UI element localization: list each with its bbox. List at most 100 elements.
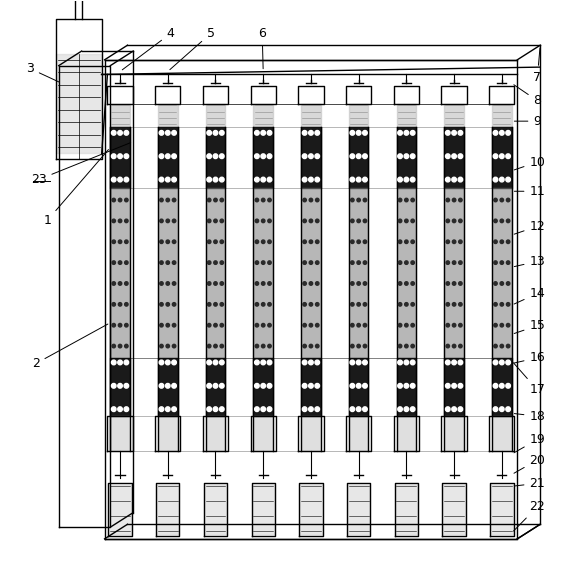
Circle shape <box>268 282 271 285</box>
Circle shape <box>124 383 128 388</box>
Circle shape <box>350 130 355 135</box>
Circle shape <box>220 323 223 327</box>
Circle shape <box>411 302 414 306</box>
Text: 10: 10 <box>514 156 545 170</box>
Text: 12: 12 <box>514 220 545 234</box>
Circle shape <box>410 383 415 388</box>
Circle shape <box>124 345 128 348</box>
Circle shape <box>118 261 122 264</box>
Circle shape <box>357 302 361 306</box>
Circle shape <box>166 261 169 264</box>
Circle shape <box>506 240 510 244</box>
Circle shape <box>398 154 403 158</box>
Circle shape <box>506 282 510 285</box>
Circle shape <box>261 360 266 365</box>
Circle shape <box>267 360 272 365</box>
Circle shape <box>411 219 414 222</box>
Circle shape <box>316 282 319 285</box>
Circle shape <box>357 407 361 411</box>
Circle shape <box>350 383 355 388</box>
Circle shape <box>410 407 415 411</box>
Circle shape <box>452 282 456 285</box>
Circle shape <box>214 198 217 202</box>
Circle shape <box>499 407 504 411</box>
Circle shape <box>452 240 456 244</box>
Circle shape <box>493 130 498 135</box>
Text: 15: 15 <box>514 319 545 333</box>
Text: 18: 18 <box>514 410 545 423</box>
Circle shape <box>458 360 463 365</box>
Circle shape <box>172 323 176 327</box>
Circle shape <box>219 154 224 158</box>
Circle shape <box>405 282 408 285</box>
Circle shape <box>207 383 211 388</box>
Circle shape <box>302 383 307 388</box>
Circle shape <box>404 154 408 158</box>
Circle shape <box>506 198 510 202</box>
Circle shape <box>112 198 115 202</box>
Circle shape <box>500 240 503 244</box>
Circle shape <box>398 130 403 135</box>
Circle shape <box>166 198 169 202</box>
Circle shape <box>268 261 271 264</box>
Circle shape <box>160 219 163 222</box>
Circle shape <box>363 282 367 285</box>
Circle shape <box>458 345 462 348</box>
Circle shape <box>446 302 449 306</box>
Circle shape <box>112 345 115 348</box>
Circle shape <box>405 198 408 202</box>
Text: 8: 8 <box>514 85 541 107</box>
Circle shape <box>357 360 361 365</box>
Circle shape <box>118 198 122 202</box>
Circle shape <box>219 383 224 388</box>
Circle shape <box>160 261 163 264</box>
Circle shape <box>112 240 115 244</box>
Circle shape <box>445 154 450 158</box>
Circle shape <box>112 302 115 306</box>
Circle shape <box>309 345 313 348</box>
Circle shape <box>351 302 354 306</box>
Circle shape <box>499 177 504 182</box>
Circle shape <box>255 323 259 327</box>
Circle shape <box>458 323 462 327</box>
Circle shape <box>118 240 122 244</box>
Circle shape <box>357 261 361 264</box>
Circle shape <box>267 177 272 182</box>
Circle shape <box>118 383 122 388</box>
Circle shape <box>399 282 402 285</box>
Circle shape <box>309 240 313 244</box>
Text: 4: 4 <box>122 27 175 70</box>
Circle shape <box>411 240 414 244</box>
Circle shape <box>159 130 164 135</box>
Circle shape <box>452 407 456 411</box>
Circle shape <box>213 407 218 411</box>
Circle shape <box>458 198 462 202</box>
Circle shape <box>452 154 456 158</box>
Circle shape <box>160 240 163 244</box>
Circle shape <box>214 219 217 222</box>
Circle shape <box>160 282 163 285</box>
Circle shape <box>316 198 319 202</box>
Circle shape <box>357 282 361 285</box>
Circle shape <box>124 302 128 306</box>
Circle shape <box>172 219 176 222</box>
Circle shape <box>220 302 223 306</box>
Circle shape <box>302 407 307 411</box>
Circle shape <box>124 282 128 285</box>
Circle shape <box>500 345 503 348</box>
Text: 16: 16 <box>514 351 545 365</box>
Circle shape <box>410 177 415 182</box>
Circle shape <box>124 407 128 411</box>
Circle shape <box>214 282 217 285</box>
Circle shape <box>207 130 211 135</box>
Circle shape <box>404 383 408 388</box>
Circle shape <box>165 360 170 365</box>
Circle shape <box>350 154 355 158</box>
Circle shape <box>159 407 164 411</box>
Circle shape <box>268 345 271 348</box>
Circle shape <box>214 261 217 264</box>
Circle shape <box>172 282 176 285</box>
Circle shape <box>499 130 504 135</box>
Circle shape <box>445 407 450 411</box>
Circle shape <box>160 302 163 306</box>
